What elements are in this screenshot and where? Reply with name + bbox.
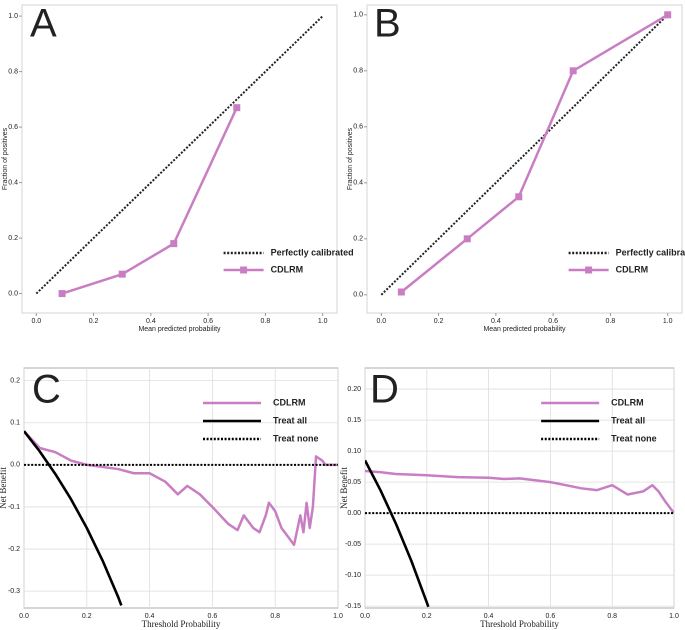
y-tick-label: 0.8 [8, 68, 18, 75]
y-tick-label: 0.2 [10, 377, 20, 384]
x-tick-label: 1.0 [333, 613, 343, 620]
y-tick-label: 0.2 [8, 235, 18, 242]
plot-frame [366, 4, 683, 314]
x-tick-label: 0.2 [89, 318, 99, 325]
legend-marker [585, 266, 593, 274]
x-axis-label: Mean predicted probability [138, 326, 221, 333]
panel-label: A [30, 2, 57, 46]
x-tick-label: 0.8 [606, 318, 616, 325]
legend-label: CDLRM [611, 397, 644, 407]
series-line [35, 15, 324, 295]
y-tick-label: 1.0 [353, 12, 363, 19]
panel-label: C [32, 368, 61, 412]
series-line [61, 107, 238, 295]
y-tick-label: 0.0 [10, 462, 20, 469]
x-tick-label: 0.6 [546, 613, 556, 620]
y-tick-label: 0.4 [353, 180, 363, 187]
legend-label: CDLRM [271, 264, 304, 274]
y-tick-label: 0.15 [347, 417, 361, 424]
y-tick-label: 0.20 [347, 386, 361, 393]
panel-label: D [370, 368, 399, 412]
point-marker [569, 67, 577, 75]
series-line [365, 459, 430, 608]
legend-label: Treat all [273, 415, 307, 425]
point-marker [397, 288, 405, 296]
y-tick-label: 1.0 [8, 13, 18, 20]
series-group [35, 15, 324, 298]
point-marker [463, 235, 471, 243]
legend-label: CDLRM [616, 264, 649, 274]
x-axis-label: Threshold Probability [142, 619, 221, 629]
legend-label: Perfectly calibrated [616, 247, 685, 257]
legend-marker [240, 266, 248, 274]
point-marker [118, 270, 126, 278]
point-marker [58, 290, 66, 298]
series-group [24, 430, 338, 606]
y-tick-label: 0.4 [8, 179, 18, 186]
plot-frame [21, 4, 338, 314]
y-tick-label: 0.0 [353, 292, 363, 299]
y-tick-label: 0.2 [353, 236, 363, 243]
x-tick-label: 0.6 [548, 318, 558, 325]
x-tick-label: 0.0 [360, 613, 370, 620]
point-marker [664, 11, 672, 19]
panel-label: B [374, 2, 401, 46]
point-marker [233, 104, 241, 112]
legend-label: CDLRM [273, 397, 306, 407]
y-tick-label: 0.00 [347, 510, 361, 517]
series-line [24, 430, 338, 547]
x-tick-label: 0.6 [208, 613, 218, 620]
point-marker [170, 240, 178, 248]
y-axis-label: Fraction of positives [2, 127, 9, 190]
x-axis-label: Threshold Probability [480, 619, 559, 629]
x-tick-label: 0.4 [146, 318, 156, 325]
x-tick-label: 0.2 [434, 318, 444, 325]
series-line [380, 14, 669, 296]
y-tick-label: 0.0 [8, 290, 18, 297]
x-tick-label: 0.8 [607, 613, 617, 620]
y-tick-label: 0.8 [353, 68, 363, 75]
series-line [365, 469, 674, 514]
point-marker [515, 193, 523, 201]
y-tick-label: -0.2 [8, 546, 20, 553]
x-tick-label: 0.4 [491, 318, 501, 325]
x-tick-label: 0.4 [484, 613, 494, 620]
y-tick-label: 0.1 [10, 420, 20, 427]
series-group [365, 459, 674, 608]
series-line [24, 430, 123, 606]
x-tick-label: 0.6 [203, 318, 213, 325]
y-tick-label: 0.6 [8, 124, 18, 131]
y-tick-label: -0.05 [345, 541, 361, 548]
x-tick-label: 0.2 [422, 613, 432, 620]
y-tick-label: -0.3 [8, 588, 20, 595]
x-tick-label: 0.0 [31, 318, 41, 325]
x-tick-label: 0.0 [376, 318, 386, 325]
y-tick-label: -0.1 [8, 504, 20, 511]
y-tick-label: 0.05 [347, 479, 361, 486]
x-tick-label: 1.0 [663, 318, 673, 325]
y-tick-label: 0.10 [347, 448, 361, 455]
x-tick-label: 1.0 [669, 613, 679, 620]
legend-label: Treat none [273, 433, 319, 443]
y-axis-label: Net Benefit [0, 467, 8, 509]
x-tick-label: 1.0 [318, 318, 328, 325]
y-tick-label: 0.6 [353, 124, 363, 131]
x-tick-label: 0.0 [19, 613, 29, 620]
y-axis-label: Net Benefit [339, 467, 349, 509]
y-tick-label: -0.10 [345, 572, 361, 579]
legend-label: Perfectly calibrated [271, 247, 354, 257]
x-tick-label: 0.8 [261, 318, 271, 325]
y-axis-label: Fraction of positives [347, 127, 354, 190]
series-group [380, 11, 672, 296]
legend-label: Treat all [611, 415, 645, 425]
legend-label: Treat none [611, 433, 657, 443]
x-axis-label: Mean predicted probability [483, 326, 566, 333]
x-tick-label: 0.4 [145, 613, 155, 620]
y-tick-label: -0.15 [345, 603, 361, 610]
x-tick-label: 0.8 [270, 613, 280, 620]
x-tick-label: 0.2 [82, 613, 92, 620]
